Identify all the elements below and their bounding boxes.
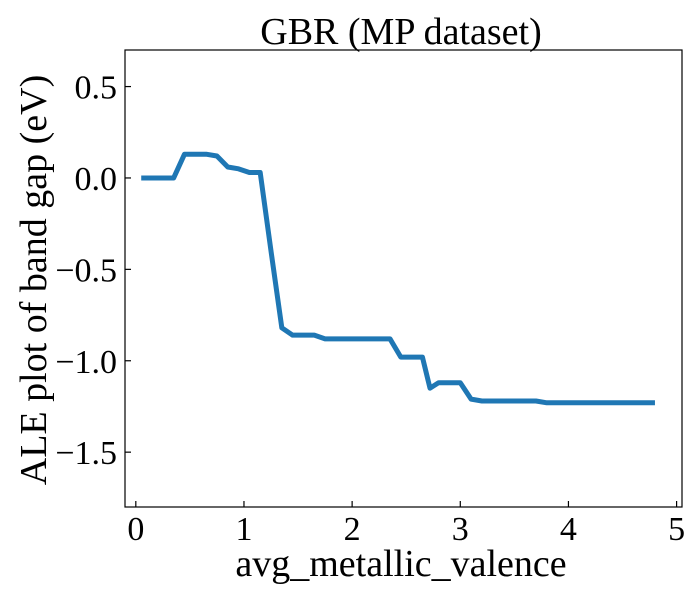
plot-area	[141, 151, 655, 406]
y-tick-label: 0.5	[75, 70, 118, 107]
x-tick-label: 0	[127, 511, 144, 548]
x-tick-label: 1	[235, 511, 252, 548]
x-tick-label: 2	[344, 511, 361, 548]
x-tick-label: 3	[452, 511, 469, 548]
y-tick-label: −1.5	[55, 435, 117, 472]
x-axis-title: avg_metallic_valence	[235, 543, 566, 585]
x-tick-label: 4	[560, 511, 577, 548]
x-axis-ticks: 0 1 2 3 4 5	[127, 501, 685, 548]
series-line-0	[141, 151, 655, 406]
y-tick-label: −1.0	[55, 344, 117, 381]
chart-title: GBR (MP dataset)	[260, 11, 541, 53]
y-tick-label: −0.5	[55, 252, 117, 289]
x-tick-label: 5	[668, 511, 685, 548]
y-tick-label: 0.0	[75, 161, 118, 198]
plot-frame	[124, 49, 683, 508]
y-axis-title: ALE plot of band gap (eV)	[13, 75, 55, 486]
y-axis-ticks: 0.5 0.0 −0.5 −1.0 −1.5	[55, 70, 131, 472]
